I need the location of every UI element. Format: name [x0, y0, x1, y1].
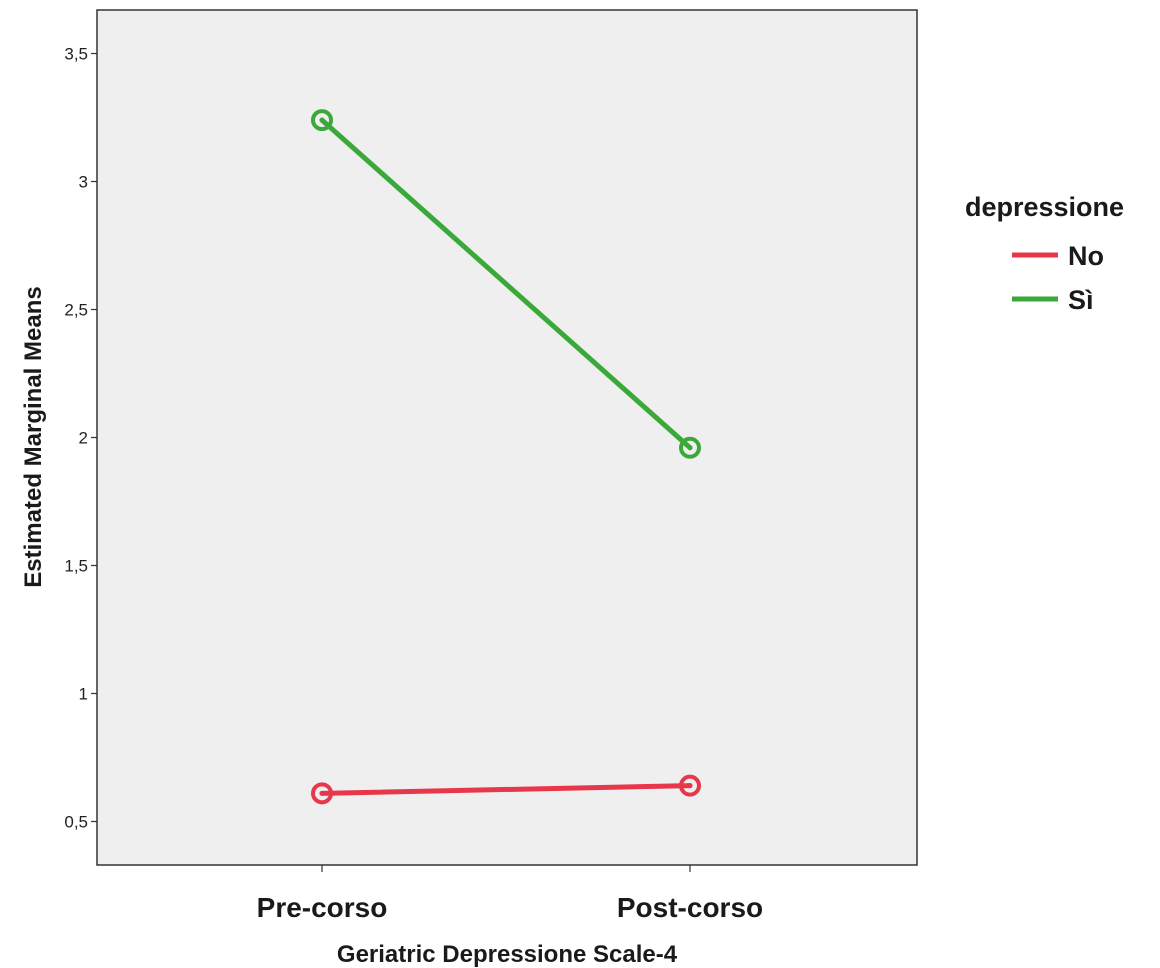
- y-tick-label: 2: [79, 429, 88, 448]
- x-tick-label: Post-corso: [617, 892, 763, 923]
- y-tick-label: 3: [79, 173, 88, 192]
- series-1-point-1: [679, 436, 701, 459]
- series-1-point-center-0: [319, 117, 325, 123]
- series-line-0: [319, 783, 693, 796]
- series-line-1: [319, 117, 693, 451]
- x-tick-label: Pre-corso: [257, 892, 388, 923]
- legend-title: depressione: [965, 192, 1124, 222]
- y-tick-label: 1: [79, 684, 88, 703]
- legend-items: No Sì: [1012, 241, 1104, 315]
- series-0-point-center-1: [687, 783, 693, 789]
- y-tick-label: 0,5: [64, 812, 88, 831]
- series-0-point-0: [311, 782, 333, 805]
- y-tick-label: 2,5: [64, 301, 88, 320]
- plot-area: [96, 9, 918, 866]
- y-tick-label: 3,5: [64, 45, 88, 64]
- x-axis: Pre-corso Post-corso: [257, 865, 763, 923]
- y-axis-title: Estimated Marginal Means: [20, 286, 47, 587]
- series-lines: [319, 117, 693, 796]
- series-0-point-1: [679, 774, 701, 797]
- legend-label-1: Sì: [1068, 285, 1094, 315]
- series-1-point-center-1: [687, 445, 693, 451]
- x-axis-title: Geriatric Depressione Scale-4: [337, 941, 678, 968]
- series-points: [311, 109, 701, 805]
- y-axis: 0,5 1 1,5 2 2,5 3 3,5: [64, 45, 97, 831]
- legend-label-0: No: [1068, 241, 1104, 271]
- legend: depressione No Sì: [965, 192, 1124, 315]
- series-0-point-center-0: [319, 790, 325, 796]
- y-tick-label: 1,5: [64, 556, 88, 575]
- series-1-point-0: [311, 109, 333, 132]
